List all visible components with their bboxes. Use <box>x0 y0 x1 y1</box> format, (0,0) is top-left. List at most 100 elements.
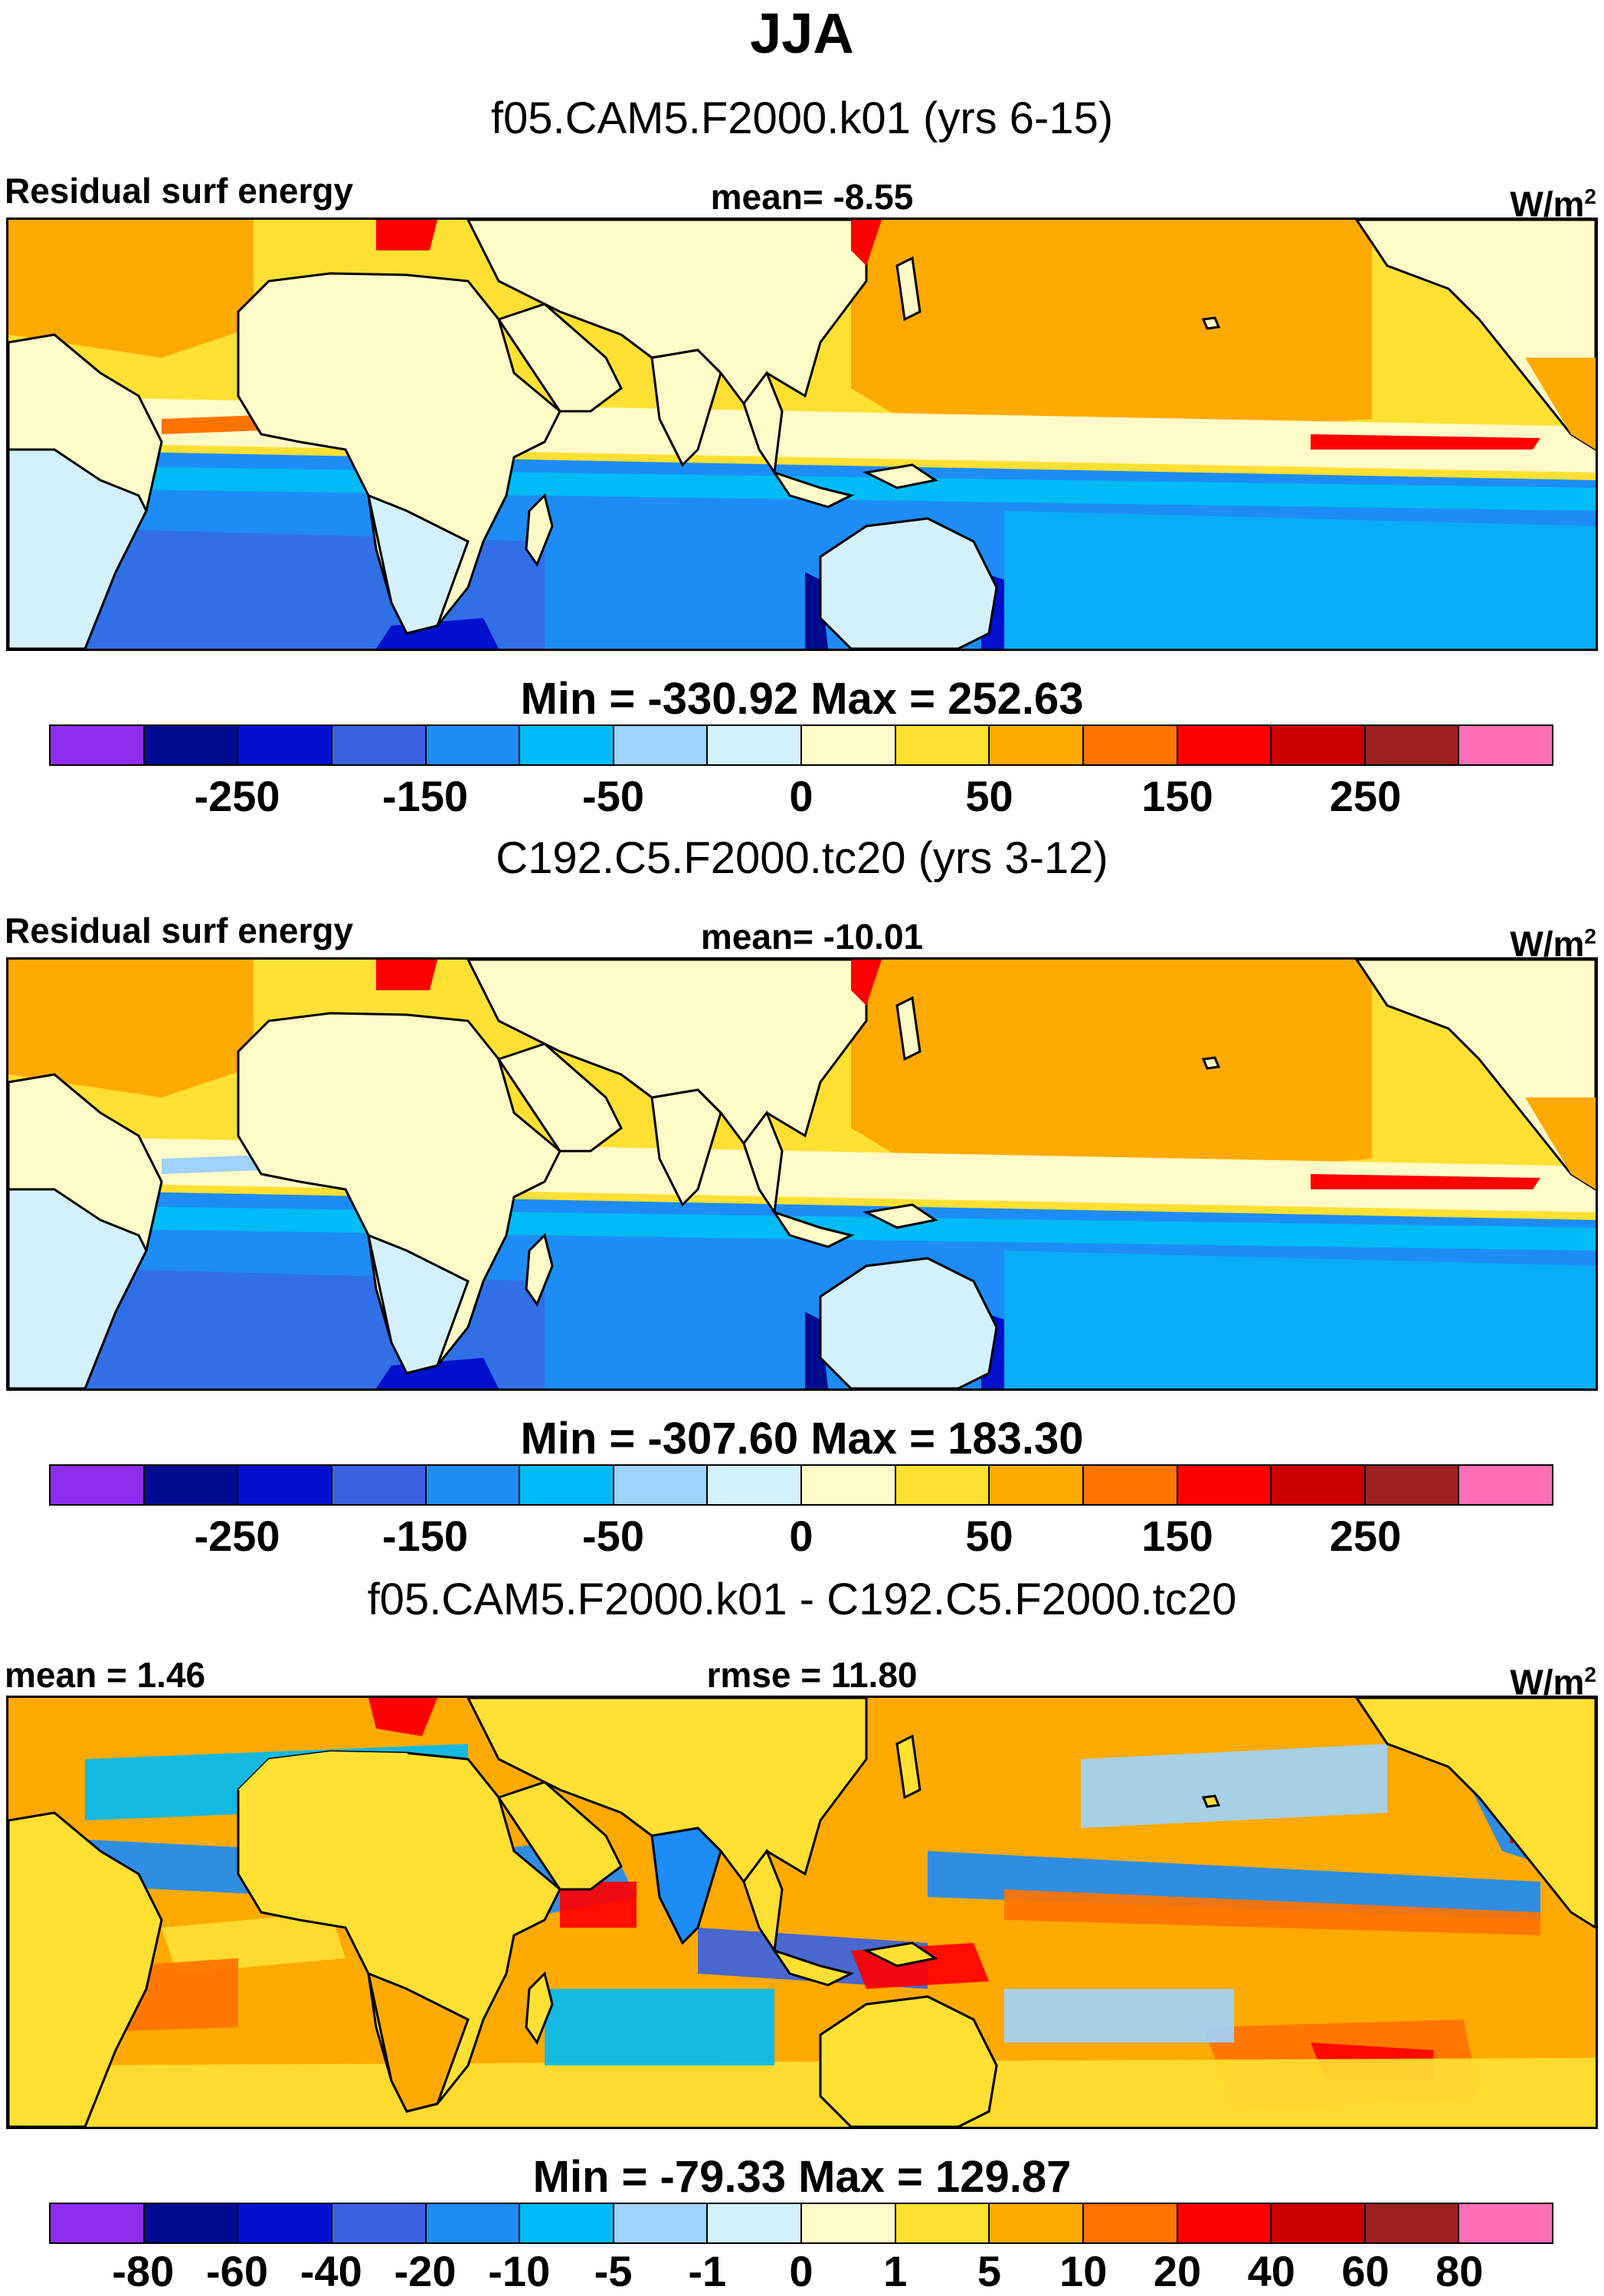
contour-map-artwork <box>8 220 1596 649</box>
colorbar-box <box>520 2204 614 2242</box>
colorbar-box <box>426 726 521 764</box>
panel-2-case-title: C192.C5.F2000.tc20 (yrs 3-12) <box>496 833 1108 883</box>
colorbar-tick-label: -10 <box>488 2247 551 2295</box>
colorbar-box <box>1459 726 1552 764</box>
colorbar-box <box>520 726 614 764</box>
colorbar-box <box>144 2204 239 2242</box>
colorbar-box <box>238 1466 332 1504</box>
colorbar-tick-label: -20 <box>394 2247 457 2295</box>
panel-3-minmax: Min = -79.33 Max = 129.87 <box>532 2152 1072 2202</box>
colorbar-tick-label: 60 <box>1341 2247 1390 2295</box>
panel-1-left-label: Residual surf energy <box>5 171 354 211</box>
colorbar-box <box>990 726 1084 764</box>
colorbar-box <box>990 1466 1084 1504</box>
colorbar-box <box>1083 1466 1178 1504</box>
panel-3-map <box>6 1696 1598 2129</box>
colorbar-box <box>144 1466 239 1504</box>
figure-title: JJA <box>750 2 854 65</box>
colorbar-box <box>614 2204 709 2242</box>
contour-map-artwork <box>8 1698 1596 2127</box>
panel-1-case-title: f05.CAM5.F2000.k01 (yrs 6-15) <box>490 93 1114 143</box>
colorbar-box <box>708 726 802 764</box>
panel-2-left-label: Residual surf energy <box>5 911 354 950</box>
colorbar-tick-label: 40 <box>1247 2247 1295 2295</box>
colorbar-tick-label: -50 <box>582 772 644 820</box>
panel-1-colorbar <box>49 724 1553 766</box>
colorbar-box <box>895 2204 990 2242</box>
colorbar-box <box>238 2204 332 2242</box>
colorbar-box <box>1459 1466 1552 1504</box>
colorbar-box <box>895 1466 990 1504</box>
colorbar-box <box>144 726 239 764</box>
panel-1-colorbar-ticks: -250 -150 -50 0 50 150 250 <box>49 772 1553 821</box>
colorbar-tick-label: 80 <box>1435 2247 1484 2295</box>
colorbar-box <box>802 726 896 764</box>
colorbar-box <box>1365 2204 1460 2242</box>
colorbar-box <box>426 1466 521 1504</box>
colorbar-box <box>614 726 709 764</box>
colorbar-box <box>51 2204 145 2242</box>
colorbar-box <box>1272 2204 1366 2242</box>
colorbar-tick-label: 150 <box>1141 772 1213 820</box>
colorbar-box <box>1177 1466 1272 1504</box>
panel-2-colorbar-ticks: -250 -150 -50 0 50 150 250 <box>49 1512 1553 1561</box>
colorbar-box <box>708 1466 802 1504</box>
colorbar-box <box>1177 2204 1272 2242</box>
colorbar-box <box>1272 726 1366 764</box>
colorbar-tick-label: 20 <box>1153 2247 1202 2295</box>
panel-1-unit-label: W/m2 <box>1510 184 1596 224</box>
panel-3-mean-label: mean = 1.46 <box>5 1655 206 1695</box>
colorbar-box <box>238 726 332 764</box>
colorbar-tick-label: -40 <box>300 2247 362 2295</box>
contour-map-artwork <box>8 960 1596 1388</box>
colorbar-box <box>520 1466 614 1504</box>
colorbar-tick-label: 50 <box>965 1512 1013 1560</box>
colorbar-tick-label: -60 <box>206 2247 268 2295</box>
colorbar-tick-label: 50 <box>965 772 1013 820</box>
colorbar-box <box>1459 2204 1552 2242</box>
colorbar-tick-label: -5 <box>594 2247 633 2295</box>
colorbar-box <box>802 2204 896 2242</box>
panel-2-unit-label: W/m2 <box>1510 924 1596 964</box>
colorbar-box <box>990 2204 1084 2242</box>
colorbar-box <box>51 726 145 764</box>
colorbar-box <box>332 726 427 764</box>
panel-2-map <box>6 957 1598 1391</box>
colorbar-box <box>1365 726 1460 764</box>
colorbar-box <box>1365 1466 1460 1504</box>
colorbar-box <box>1083 2204 1178 2242</box>
colorbar-tick-label: 0 <box>789 772 813 820</box>
panel-1-mean-label: mean= -8.55 <box>710 177 914 217</box>
colorbar-tick-label: -150 <box>381 1512 469 1560</box>
colorbar-box <box>1272 1466 1366 1504</box>
panel-1-map <box>6 217 1598 651</box>
colorbar-tick-label: -80 <box>112 2247 175 2295</box>
colorbar-tick-label: 150 <box>1141 1512 1213 1560</box>
colorbar-box <box>332 2204 427 2242</box>
colorbar-box <box>708 2204 802 2242</box>
colorbar-tick-label: -50 <box>582 1512 644 1560</box>
colorbar-box <box>802 1466 896 1504</box>
colorbar-tick-label: 0 <box>789 2247 813 2295</box>
panel-3-colorbar-ticks: -80 -60 -40 -20 -10 -5 -1 0 1 5 10 20 40 60 80 <box>49 2247 1553 2296</box>
panel-2-minmax: Min = -307.60 Max = 183.30 <box>520 1414 1084 1464</box>
panel-3-colorbar <box>49 2203 1553 2244</box>
colorbar-box <box>426 2204 521 2242</box>
panel-2-mean-label: mean= -10.01 <box>700 917 924 957</box>
colorbar-box <box>895 726 990 764</box>
colorbar-tick-label: -1 <box>688 2247 727 2295</box>
colorbar-tick-label: -150 <box>381 772 469 820</box>
panel-2-colorbar <box>49 1464 1553 1506</box>
colorbar-box <box>614 1466 709 1504</box>
colorbar-tick-label: 10 <box>1059 2247 1108 2295</box>
colorbar-tick-label: 1 <box>883 2247 908 2295</box>
colorbar-box <box>332 1466 427 1504</box>
colorbar-box <box>1177 726 1272 764</box>
colorbar-tick-label: 250 <box>1329 1512 1402 1560</box>
colorbar-tick-label: -250 <box>194 1512 280 1560</box>
colorbar-tick-label: -250 <box>194 772 280 820</box>
panel-3-rmse-label: rmse = 11.80 <box>706 1655 918 1695</box>
panel-3-unit-label: W/m2 <box>1510 1662 1596 1702</box>
colorbar-tick-label: 0 <box>789 1512 813 1560</box>
colorbar-tick-label: 250 <box>1329 772 1402 820</box>
